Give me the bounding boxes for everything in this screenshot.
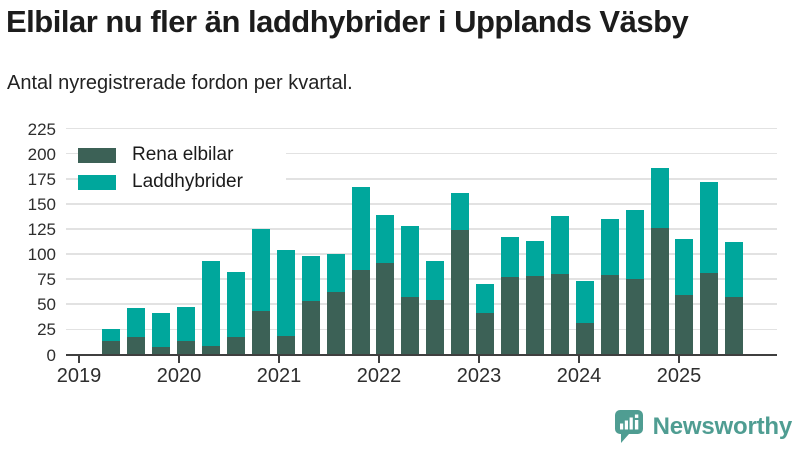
- gridline: [66, 253, 777, 255]
- bar-segment-laddhybrider: [600, 218, 619, 276]
- y-tick-label: 0: [46, 345, 56, 365]
- legend-item-laddhybrider: Laddhybrider: [78, 170, 286, 194]
- bar-segment-laddhybrider: [426, 261, 445, 301]
- legend-item-rena-elbilar: Rena elbilar: [78, 143, 286, 167]
- bar-segment-laddhybrider: [202, 261, 220, 347]
- gridline: [66, 127, 777, 130]
- legend-label: Rena elbilar: [132, 144, 234, 165]
- bar-segment-laddhybrider: [102, 329, 121, 342]
- bar-segment-rena-elbilar: [401, 297, 420, 355]
- bar-segment-rena-elbilar: [251, 311, 270, 355]
- bar-segment-rena-elbilar: [501, 277, 520, 355]
- newsworthy-badge-icon: [614, 410, 643, 443]
- x-axis-line: [66, 353, 777, 356]
- y-tick-label: 200: [27, 144, 56, 164]
- page-title: Elbilar nu fler än laddhybrider i Upplan…: [6, 4, 689, 39]
- gridline: [66, 303, 777, 306]
- x-axis-tick: [678, 355, 680, 363]
- gridline: [66, 203, 777, 205]
- bar-segment-laddhybrider: [226, 272, 245, 338]
- newsworthy-wordmark: Newsworthy: [652, 412, 793, 440]
- bar-segment-laddhybrider: [276, 250, 295, 337]
- bar-segment-laddhybrider: [177, 307, 196, 342]
- bar-segment-laddhybrider: [351, 186, 370, 271]
- bar-segment-rena-elbilar: [301, 301, 320, 355]
- bar-segment-rena-elbilar: [226, 337, 245, 355]
- y-tick-label: 100: [27, 245, 56, 265]
- bar-segment-rena-elbilar: [725, 297, 744, 355]
- bar-segment-laddhybrider: [625, 209, 644, 280]
- bar-segment-rena-elbilar: [700, 273, 719, 355]
- bar-segment-laddhybrider: [376, 214, 395, 264]
- bar-segment-rena-elbilar: [575, 323, 594, 355]
- bar-segment-rena-elbilar: [650, 227, 669, 355]
- bar-segment-rena-elbilar: [202, 346, 220, 355]
- bar-segment-laddhybrider: [152, 313, 171, 348]
- bar-segment-laddhybrider: [550, 215, 569, 275]
- bar-segment-rena-elbilar: [675, 295, 694, 355]
- bar-segment-laddhybrider: [575, 281, 594, 324]
- bar-segment-rena-elbilar: [426, 300, 445, 355]
- bar-segment-rena-elbilar: [476, 313, 495, 355]
- bar-segment-rena-elbilar: [177, 341, 196, 355]
- x-axis-tick: [278, 355, 280, 363]
- bar-segment-laddhybrider: [675, 238, 694, 296]
- bar-segment-laddhybrider: [326, 254, 345, 293]
- bar-segment-laddhybrider: [251, 228, 270, 312]
- y-tick-label: 125: [27, 219, 56, 239]
- bar-segment-rena-elbilar: [376, 263, 395, 355]
- gridline: [66, 177, 777, 180]
- x-tick-label: 2019: [56, 364, 102, 387]
- x-tick-label: 2022: [356, 364, 402, 387]
- bar-segment-laddhybrider: [650, 167, 669, 228]
- legend-swatch-laddhybrider: [78, 174, 116, 190]
- chart-subtitle: Antal nyregistrerade fordon per kvartal.: [7, 72, 353, 94]
- gridline: [66, 228, 777, 230]
- y-tick-label: 150: [27, 194, 56, 214]
- bar-segment-rena-elbilar: [525, 276, 544, 355]
- bar-segment-rena-elbilar: [351, 270, 370, 355]
- bar-segment-laddhybrider: [401, 225, 420, 298]
- bar-segment-laddhybrider: [476, 284, 495, 314]
- bar-segment-laddhybrider: [451, 192, 470, 230]
- bar-segment-rena-elbilar: [451, 229, 470, 355]
- bar-segment-rena-elbilar: [276, 336, 295, 355]
- gridline: [66, 328, 777, 331]
- y-tick-label: 175: [27, 169, 56, 189]
- bar-segment-laddhybrider: [525, 240, 544, 277]
- x-tick-label: 2020: [156, 364, 202, 387]
- bar-segment-laddhybrider: [501, 236, 520, 278]
- bar-segment-rena-elbilar: [625, 279, 644, 355]
- bar-segment-rena-elbilar: [600, 275, 619, 355]
- bar-segment-rena-elbilar: [550, 274, 569, 355]
- x-axis-tick: [378, 355, 380, 363]
- gridline: [66, 152, 777, 155]
- bar-segment-rena-elbilar: [152, 347, 171, 355]
- x-axis-tick: [78, 355, 80, 363]
- bar-segment-rena-elbilar: [102, 341, 121, 355]
- bar-segment-laddhybrider: [725, 242, 744, 298]
- bar-segment-laddhybrider: [301, 256, 320, 302]
- gridline: [66, 278, 777, 280]
- newsworthy-logo[interactable]: Newsworthy: [614, 409, 792, 444]
- x-tick-label: 2025: [656, 364, 702, 387]
- chart-legend: Rena elbilar Laddhybrider: [78, 141, 286, 196]
- y-tick-label: 225: [27, 119, 56, 139]
- bar-segment-laddhybrider: [700, 181, 719, 274]
- legend-swatch-rena-elbilar: [78, 147, 116, 163]
- bar-segment-rena-elbilar: [326, 292, 345, 355]
- legend-label: Laddhybrider: [132, 171, 243, 192]
- x-axis-tick: [478, 355, 480, 363]
- x-tick-label: 2021: [256, 364, 302, 387]
- x-axis-tick: [178, 355, 180, 363]
- y-tick-label: 50: [37, 295, 56, 315]
- x-tick-label: 2024: [556, 364, 602, 387]
- bar-segment-rena-elbilar: [127, 337, 146, 355]
- y-tick-label: 25: [37, 320, 56, 340]
- y-tick-label: 75: [37, 270, 56, 290]
- x-tick-label: 2023: [456, 364, 502, 387]
- x-axis-tick: [578, 355, 580, 363]
- bar-segment-laddhybrider: [127, 308, 146, 338]
